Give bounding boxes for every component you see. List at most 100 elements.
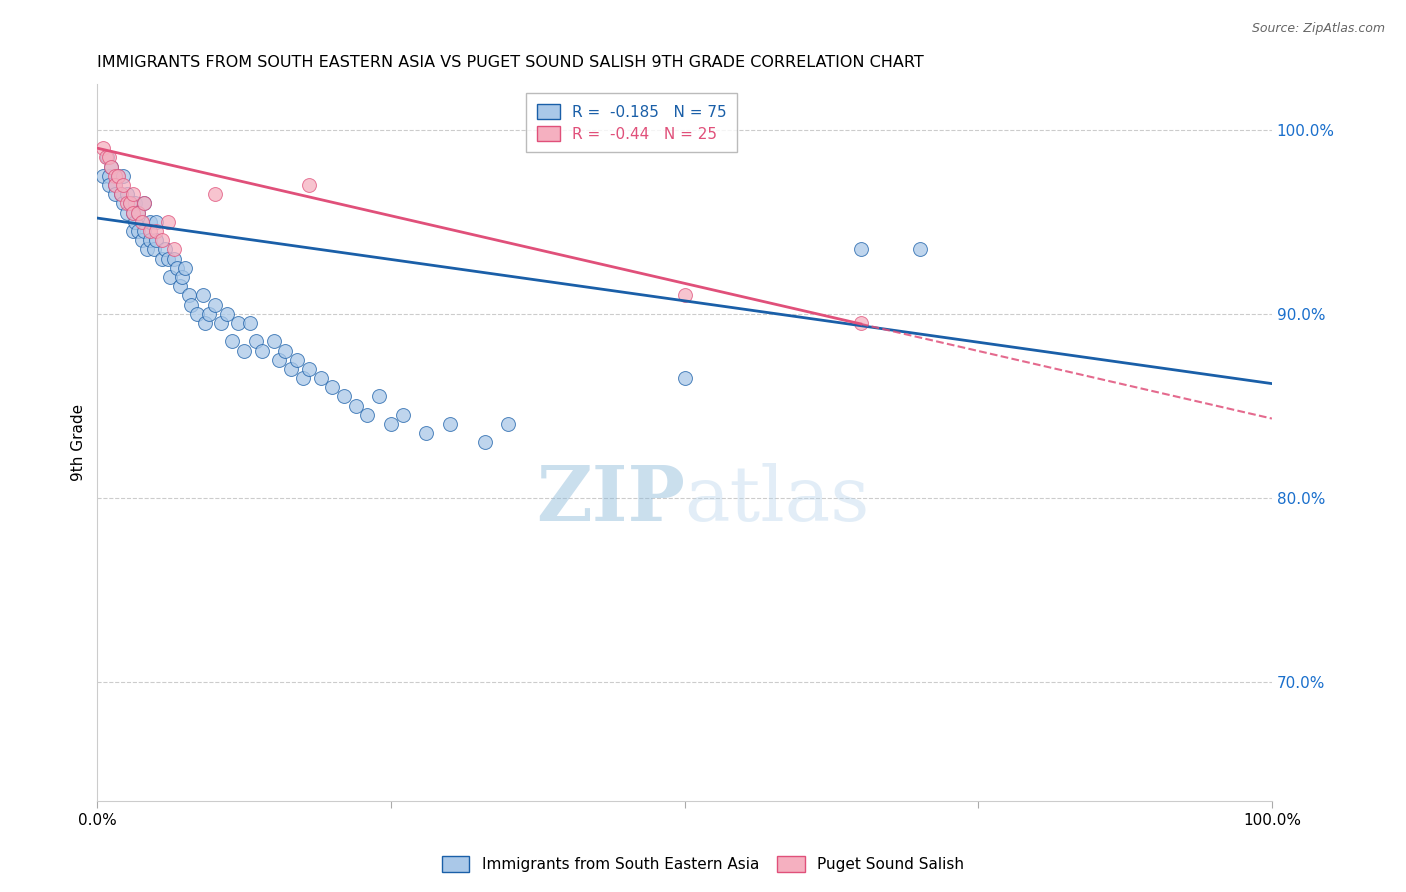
Point [391,408,413,422]
Point [298,362,321,376]
Point [150,252,173,266]
Point [250,343,273,358]
Point [908,243,931,257]
Point [498,417,520,431]
Point [849,316,872,330]
Point [104,169,127,183]
Point [110,187,132,202]
Point [274,343,297,358]
Point [204,187,226,202]
Point [177,288,200,302]
Point [134,224,156,238]
Point [174,260,197,275]
Point [107,169,129,183]
Point [100,160,122,174]
Point [131,215,153,229]
Point [415,426,437,441]
Point [150,233,173,247]
Point [145,224,167,238]
Point [204,297,226,311]
Point [280,362,302,376]
Point [124,196,146,211]
Point [104,178,127,192]
Point [239,316,262,330]
Point [104,178,127,192]
Text: IMMIGRANTS FROM SOUTH EASTERN ASIA VS PUGET SOUND SALISH 9TH GRADE CORRELATION C: IMMIGRANTS FROM SOUTH EASTERN ASIA VS PU… [97,55,924,70]
Point [194,316,217,330]
Point [98,150,121,164]
Point [163,243,186,257]
Point [439,417,461,431]
Point [673,371,696,385]
Point [135,243,157,257]
Point [142,243,165,257]
Text: ZIP: ZIP [536,463,685,537]
Point [169,279,191,293]
Text: Source: ZipAtlas.com: Source: ZipAtlas.com [1251,22,1385,36]
Point [124,215,146,229]
Point [120,196,142,211]
Point [139,233,162,247]
Point [170,269,193,284]
Point [139,215,162,229]
Point [127,205,149,219]
Point [98,178,121,192]
Point [112,196,135,211]
Point [96,150,118,164]
Point [263,334,285,349]
Point [134,196,156,211]
Point [115,196,138,211]
Point [221,334,243,349]
Point [245,334,267,349]
Point [215,307,238,321]
Point [159,269,181,284]
Point [166,260,188,275]
Point [291,371,314,385]
Point [180,297,202,311]
Point [298,178,321,192]
Point [209,316,232,330]
Point [145,233,167,247]
Point [285,352,308,367]
Point [100,160,122,174]
Point [356,408,378,422]
Point [155,243,177,257]
Point [104,187,127,202]
Point [91,169,114,183]
Point [849,243,872,257]
Point [333,389,356,403]
Point [127,205,149,219]
Point [344,399,367,413]
Point [145,215,167,229]
Point [191,288,214,302]
Point [163,252,186,266]
Point [321,380,343,394]
Point [156,215,179,229]
Point [474,435,496,450]
Point [94,150,117,164]
Point [368,389,391,403]
Point [139,224,162,238]
Point [380,417,402,431]
Point [112,169,135,183]
Point [107,169,129,183]
Point [131,233,153,247]
Point [127,224,149,238]
Legend: Immigrants from South Eastern Asia, Puget Sound Salish: Immigrants from South Eastern Asia, Puge… [434,848,972,880]
Point [156,252,179,266]
Point [115,205,138,219]
Point [112,178,135,192]
Y-axis label: 9th Grade: 9th Grade [72,404,86,481]
Point [115,187,138,202]
Point [269,352,291,367]
Text: atlas: atlas [685,463,870,537]
Point [120,196,142,211]
Legend: R =  -0.185   N = 75, R =  -0.44   N = 25: R = -0.185 N = 75, R = -0.44 N = 25 [526,93,737,153]
Point [121,205,143,219]
Point [233,343,256,358]
Point [110,187,132,202]
Point [309,371,332,385]
Point [673,288,696,302]
Point [121,187,143,202]
Point [121,224,143,238]
